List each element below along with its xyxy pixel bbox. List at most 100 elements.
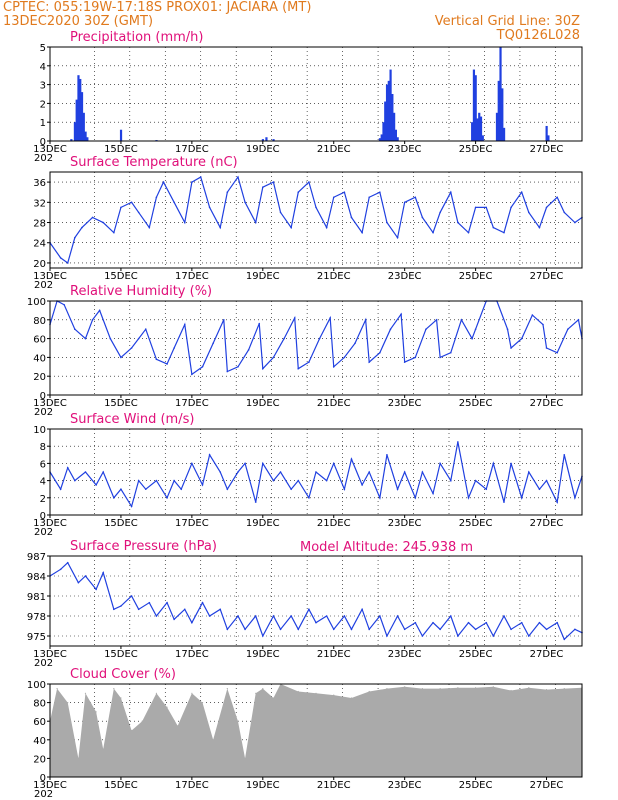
series-point: [148, 226, 151, 229]
panel-title: Precipitation (mm/h): [70, 30, 203, 45]
series-point: [485, 621, 488, 624]
cloud-point: [102, 748, 104, 750]
y-tick-label: 0: [40, 391, 46, 402]
series-point: [414, 356, 417, 359]
y-tick-label: 40: [33, 736, 46, 747]
header-model-code: TQ0126L028: [496, 28, 580, 43]
series-point: [485, 488, 488, 491]
series-point: [510, 347, 512, 349]
cloud-point: [166, 706, 168, 708]
series-point: [95, 484, 97, 486]
series-point: [144, 488, 147, 491]
series-point: [439, 356, 441, 359]
y-tick-label: 24: [33, 239, 46, 250]
panel-4: Surface Pressure (hPa) 975 978 981 984 987 13D…: [27, 539, 583, 669]
series-point: [226, 628, 229, 631]
precip-bar: [481, 135, 484, 141]
x-tick-label: 21DEC: [317, 649, 351, 660]
series-point: [318, 337, 321, 340]
series-point: [208, 206, 211, 209]
cloud-point: [255, 692, 257, 694]
series-point: [425, 328, 427, 331]
cloud-point: [177, 725, 179, 727]
series-point: [574, 628, 576, 631]
header-station: CPTEC: 055:19W-17:18S PROX01: JACIARA (M…: [3, 0, 311, 15]
series-point: [474, 206, 477, 209]
y-tick-label: 2: [40, 494, 46, 505]
cloud-point: [457, 687, 459, 689]
series-point: [155, 479, 158, 482]
series-point: [368, 628, 371, 631]
x-tick-label: 25DEC: [459, 780, 493, 791]
x-tick-label: 23DEC: [388, 398, 422, 409]
series-point: [315, 621, 317, 624]
series-point: [59, 488, 62, 491]
series-point: [343, 615, 346, 617]
y-tick-label: 978: [27, 612, 46, 623]
series-point: [574, 497, 576, 499]
series-point: [297, 367, 300, 370]
x-tick-label: 17DEC: [175, 398, 209, 409]
series-point: [403, 361, 406, 363]
series-point: [84, 337, 87, 340]
series-point: [432, 621, 434, 624]
series-point: [503, 501, 505, 503]
series-point: [290, 615, 292, 617]
series-point: [84, 575, 87, 577]
series-point: [74, 328, 76, 331]
series-point: [244, 201, 246, 204]
series-point: [297, 191, 300, 194]
series-point: [191, 373, 193, 376]
series-point: [510, 206, 512, 209]
precip-bar: [385, 84, 389, 141]
series-point: [272, 615, 275, 617]
x-tick-label: 15DEC: [104, 144, 138, 155]
series-point: [130, 595, 133, 597]
x-tick-label: 13DEC: [33, 398, 67, 409]
series-point: [84, 471, 87, 473]
series-point: [474, 628, 477, 631]
panel-frame: [49, 171, 583, 269]
series-point: [439, 462, 441, 465]
y-tick-label: 984: [27, 572, 46, 583]
precip-bar: [471, 122, 474, 141]
series-point: [272, 356, 275, 359]
series-point: [63, 303, 65, 306]
series-point: [74, 236, 76, 239]
series-point: [191, 462, 193, 465]
series-point: [59, 257, 62, 259]
precip-bar: [119, 129, 123, 141]
series-point: [308, 361, 310, 363]
series-point: [113, 231, 115, 234]
cloud-point: [67, 702, 69, 704]
series-point: [545, 347, 548, 349]
cloud-point: [244, 757, 246, 760]
series-point: [386, 454, 388, 456]
x-tick-label: 17DEC: [175, 518, 209, 529]
series-point: [130, 201, 133, 204]
series-point: [563, 454, 566, 456]
x-tick-label: 15DEC: [104, 649, 138, 660]
series-point: [120, 488, 122, 491]
series-point: [545, 479, 548, 482]
series-point: [460, 319, 463, 321]
x-tick-label: 23DEC: [388, 649, 422, 660]
x-tick-label: 21DEC: [317, 271, 351, 282]
precip-bar: [378, 138, 382, 141]
series-point: [432, 492, 434, 495]
series-point: [113, 608, 115, 611]
precip-bar: [84, 131, 87, 141]
series-point: [102, 571, 104, 574]
panel-3: Surface Wind (m/s) 0 2 4 6 8 10 13DEC 15DEC 17DEC…: [33, 412, 583, 538]
x-year-label: 202: [34, 407, 53, 418]
series-point: [528, 635, 530, 637]
y-tick-label: 1: [40, 118, 46, 129]
series-point: [368, 471, 371, 473]
series-point: [439, 211, 441, 214]
panel-1: Surface Temperature (nC) 20 24 28 32 36 13DEC 1…: [33, 155, 583, 291]
x-tick-label: 15DEC: [104, 518, 138, 529]
panel-title: Surface Temperature (nC): [70, 155, 238, 170]
x-year-label: 202: [34, 280, 53, 291]
precip-bar: [394, 129, 397, 141]
